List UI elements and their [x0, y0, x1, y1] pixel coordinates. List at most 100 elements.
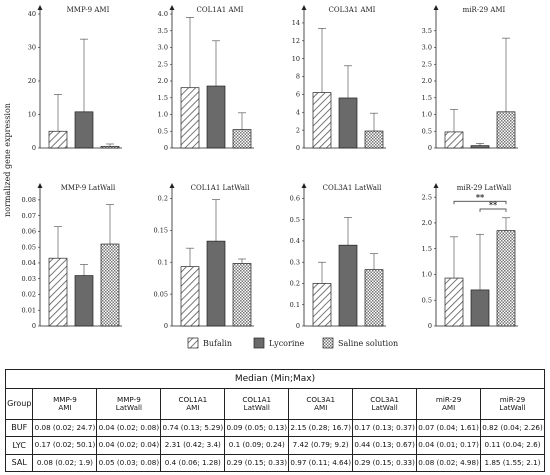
column-header-line: COL1A1 — [178, 394, 208, 404]
group-cell: BUF — [4, 418, 34, 438]
bar — [444, 277, 464, 327]
y-tick-label: 3.5 — [158, 27, 168, 35]
column-header: COL1A1 AMI — [160, 388, 226, 420]
column-header: miR-29 AMI — [416, 388, 482, 420]
y-tick-label: 1.0 — [422, 111, 432, 119]
table-cell: 0.82 (0.04; 2.26) — [480, 418, 545, 438]
y-axis-arrow — [301, 5, 307, 10]
chart-title: MMP-9 LatWall — [61, 184, 116, 192]
bar — [48, 130, 68, 149]
y-axis-arrow — [433, 183, 439, 188]
table-cell: 0.04 (0.02; 0.08) — [96, 418, 162, 438]
table-cell: 0.09 (0.05; 0.13) — [224, 418, 290, 438]
bar — [180, 266, 200, 327]
chart-title: miR-29 AMI — [463, 6, 506, 14]
bar-chart-panel: normalized gene expression MMP-9 AMI 0 10 2… — [3, 5, 518, 349]
table-cell: 0.07 (0.04; 1.61) — [416, 418, 482, 438]
column-header-line: LatWall — [115, 403, 143, 413]
y-tick-label: 30 — [28, 44, 36, 52]
y-tick-label: 2.0 — [158, 77, 168, 85]
table-row: LYC 0.17 (0.02; 50.1) 0.04 (0.02; 0.04) 2.3… — [4, 436, 545, 455]
column-header-line: LatWall — [371, 403, 398, 413]
bar — [100, 145, 120, 149]
y-axis-arrow — [169, 5, 175, 10]
legend: Bufalin Lycorine Saline solution — [187, 337, 398, 349]
bar — [206, 240, 226, 327]
column-header-line: MMP-9 — [53, 394, 77, 404]
bar — [100, 243, 120, 327]
bar — [444, 131, 464, 149]
bar — [364, 269, 384, 327]
y-tick-label: 2.5 — [422, 193, 432, 201]
y-tick-label: 10 — [28, 111, 36, 119]
chart-title: COL3A1 AMI — [329, 6, 376, 14]
chart-title: COL1A1 LatWall — [191, 184, 251, 192]
y-tick-label: 40 — [28, 10, 36, 18]
y-tick-label: 3.0 — [422, 44, 432, 52]
y-tick-label: 2.5 — [422, 60, 432, 68]
column-header-line: COL3A1 — [370, 394, 400, 404]
column-header: MMP-9 AMI — [32, 388, 98, 420]
y-tick-label: 1.5 — [158, 94, 168, 102]
table-cell: 0.17 (0.02; 50.1) — [32, 436, 98, 455]
y-tick-label: 3.0 — [158, 44, 168, 52]
chart-title: miR-29 LatWall — [457, 184, 512, 192]
bar — [74, 111, 94, 149]
column-header-line: miR-29 — [499, 394, 526, 404]
y-tick-label: 0.4 — [290, 237, 300, 245]
chart-panel: COL1A1 AMI 0 0.5 1.0 1.5 2.0 2.5 3.0 3.5 4.0 — [158, 5, 254, 152]
chart-title: COL3A1 LatWall — [323, 184, 383, 192]
column-header-line: AMI — [58, 403, 72, 413]
bar — [48, 257, 68, 327]
y-tick-label: 0.06 — [22, 228, 36, 236]
bar — [232, 263, 252, 327]
bar — [180, 87, 200, 149]
table-cell: 0.29 (0.15; 0.33) — [352, 453, 418, 473]
y-tick-label: 0.6 — [290, 195, 300, 203]
median-table: Median (Min;Max) Group MMP-9 AMI MMP-9 LatWa… — [4, 368, 545, 473]
significance-label: ** — [476, 192, 485, 202]
bar — [232, 129, 252, 149]
y-tick-label: 0.2 — [158, 195, 168, 203]
column-header: COL1A1 LatWall — [224, 388, 290, 420]
column-header-line: AMI — [441, 403, 456, 413]
group-cell: SAL — [4, 453, 34, 473]
column-header-line: LatWall — [243, 403, 270, 413]
y-tick-label: 0.1 — [290, 301, 300, 309]
chart-title: MMP-9 AMI — [67, 6, 110, 14]
y-tick-label: 0.05 — [22, 243, 36, 251]
legend-label: Saline solution — [338, 339, 398, 348]
y-tick-label: 0 — [428, 322, 432, 330]
table-cell: 0.08 (0.02; 24.7) — [32, 418, 98, 438]
y-tick-label: 1.5 — [422, 94, 432, 102]
y-tick-label: 0.1 — [158, 258, 168, 266]
y-tick-label: 1.0 — [422, 271, 432, 279]
y-tick-label: 3.5 — [422, 27, 432, 35]
group-cell: LYC — [4, 436, 34, 455]
table-cell: 0.04 (0.02; 0.04) — [96, 436, 162, 455]
column-header-line: COL3A1 — [306, 394, 336, 404]
y-tick-label: 12 — [292, 37, 300, 45]
table-row: BUF 0.08 (0.02; 24.7) 0.04 (0.02; 0.08) 0.7… — [4, 418, 545, 438]
y-tick-label: 0.01 — [22, 306, 36, 314]
y-tick-label: 6 — [296, 91, 300, 99]
legend-label: Lycorine — [269, 339, 305, 348]
y-tick-label: 0 — [428, 144, 432, 152]
chart-title: COL1A1 AMI — [197, 6, 244, 14]
y-tick-label: 2.0 — [422, 77, 432, 85]
bar — [338, 97, 358, 149]
y-tick-label: 0.2 — [290, 280, 300, 288]
legend-swatch — [253, 337, 265, 349]
significance-bracket — [453, 200, 507, 205]
column-header: COL3A1 AMI — [288, 388, 354, 420]
column-header: MMP-9 LatWall — [96, 388, 162, 420]
y-tick-label: 4.0 — [158, 10, 168, 18]
chart-panel: MMP-9 LatWall 0 0.01 0.02 0.03 0.04 0.05 0.06 0.… — [22, 183, 122, 330]
y-tick-label: 0.07 — [22, 212, 36, 220]
bar — [312, 283, 332, 327]
y-tick-label: 0.5 — [290, 216, 300, 224]
table-cell: 0.08 (0.02; 1.9) — [32, 453, 98, 473]
significance-bracket — [479, 208, 507, 213]
table-cell: 0.4 (0.06; 1.28) — [160, 453, 226, 473]
chart-panel: COL3A1 LatWall 0 0.1 0.2 0.3 0.4 0.5 0.6 — [290, 183, 386, 330]
